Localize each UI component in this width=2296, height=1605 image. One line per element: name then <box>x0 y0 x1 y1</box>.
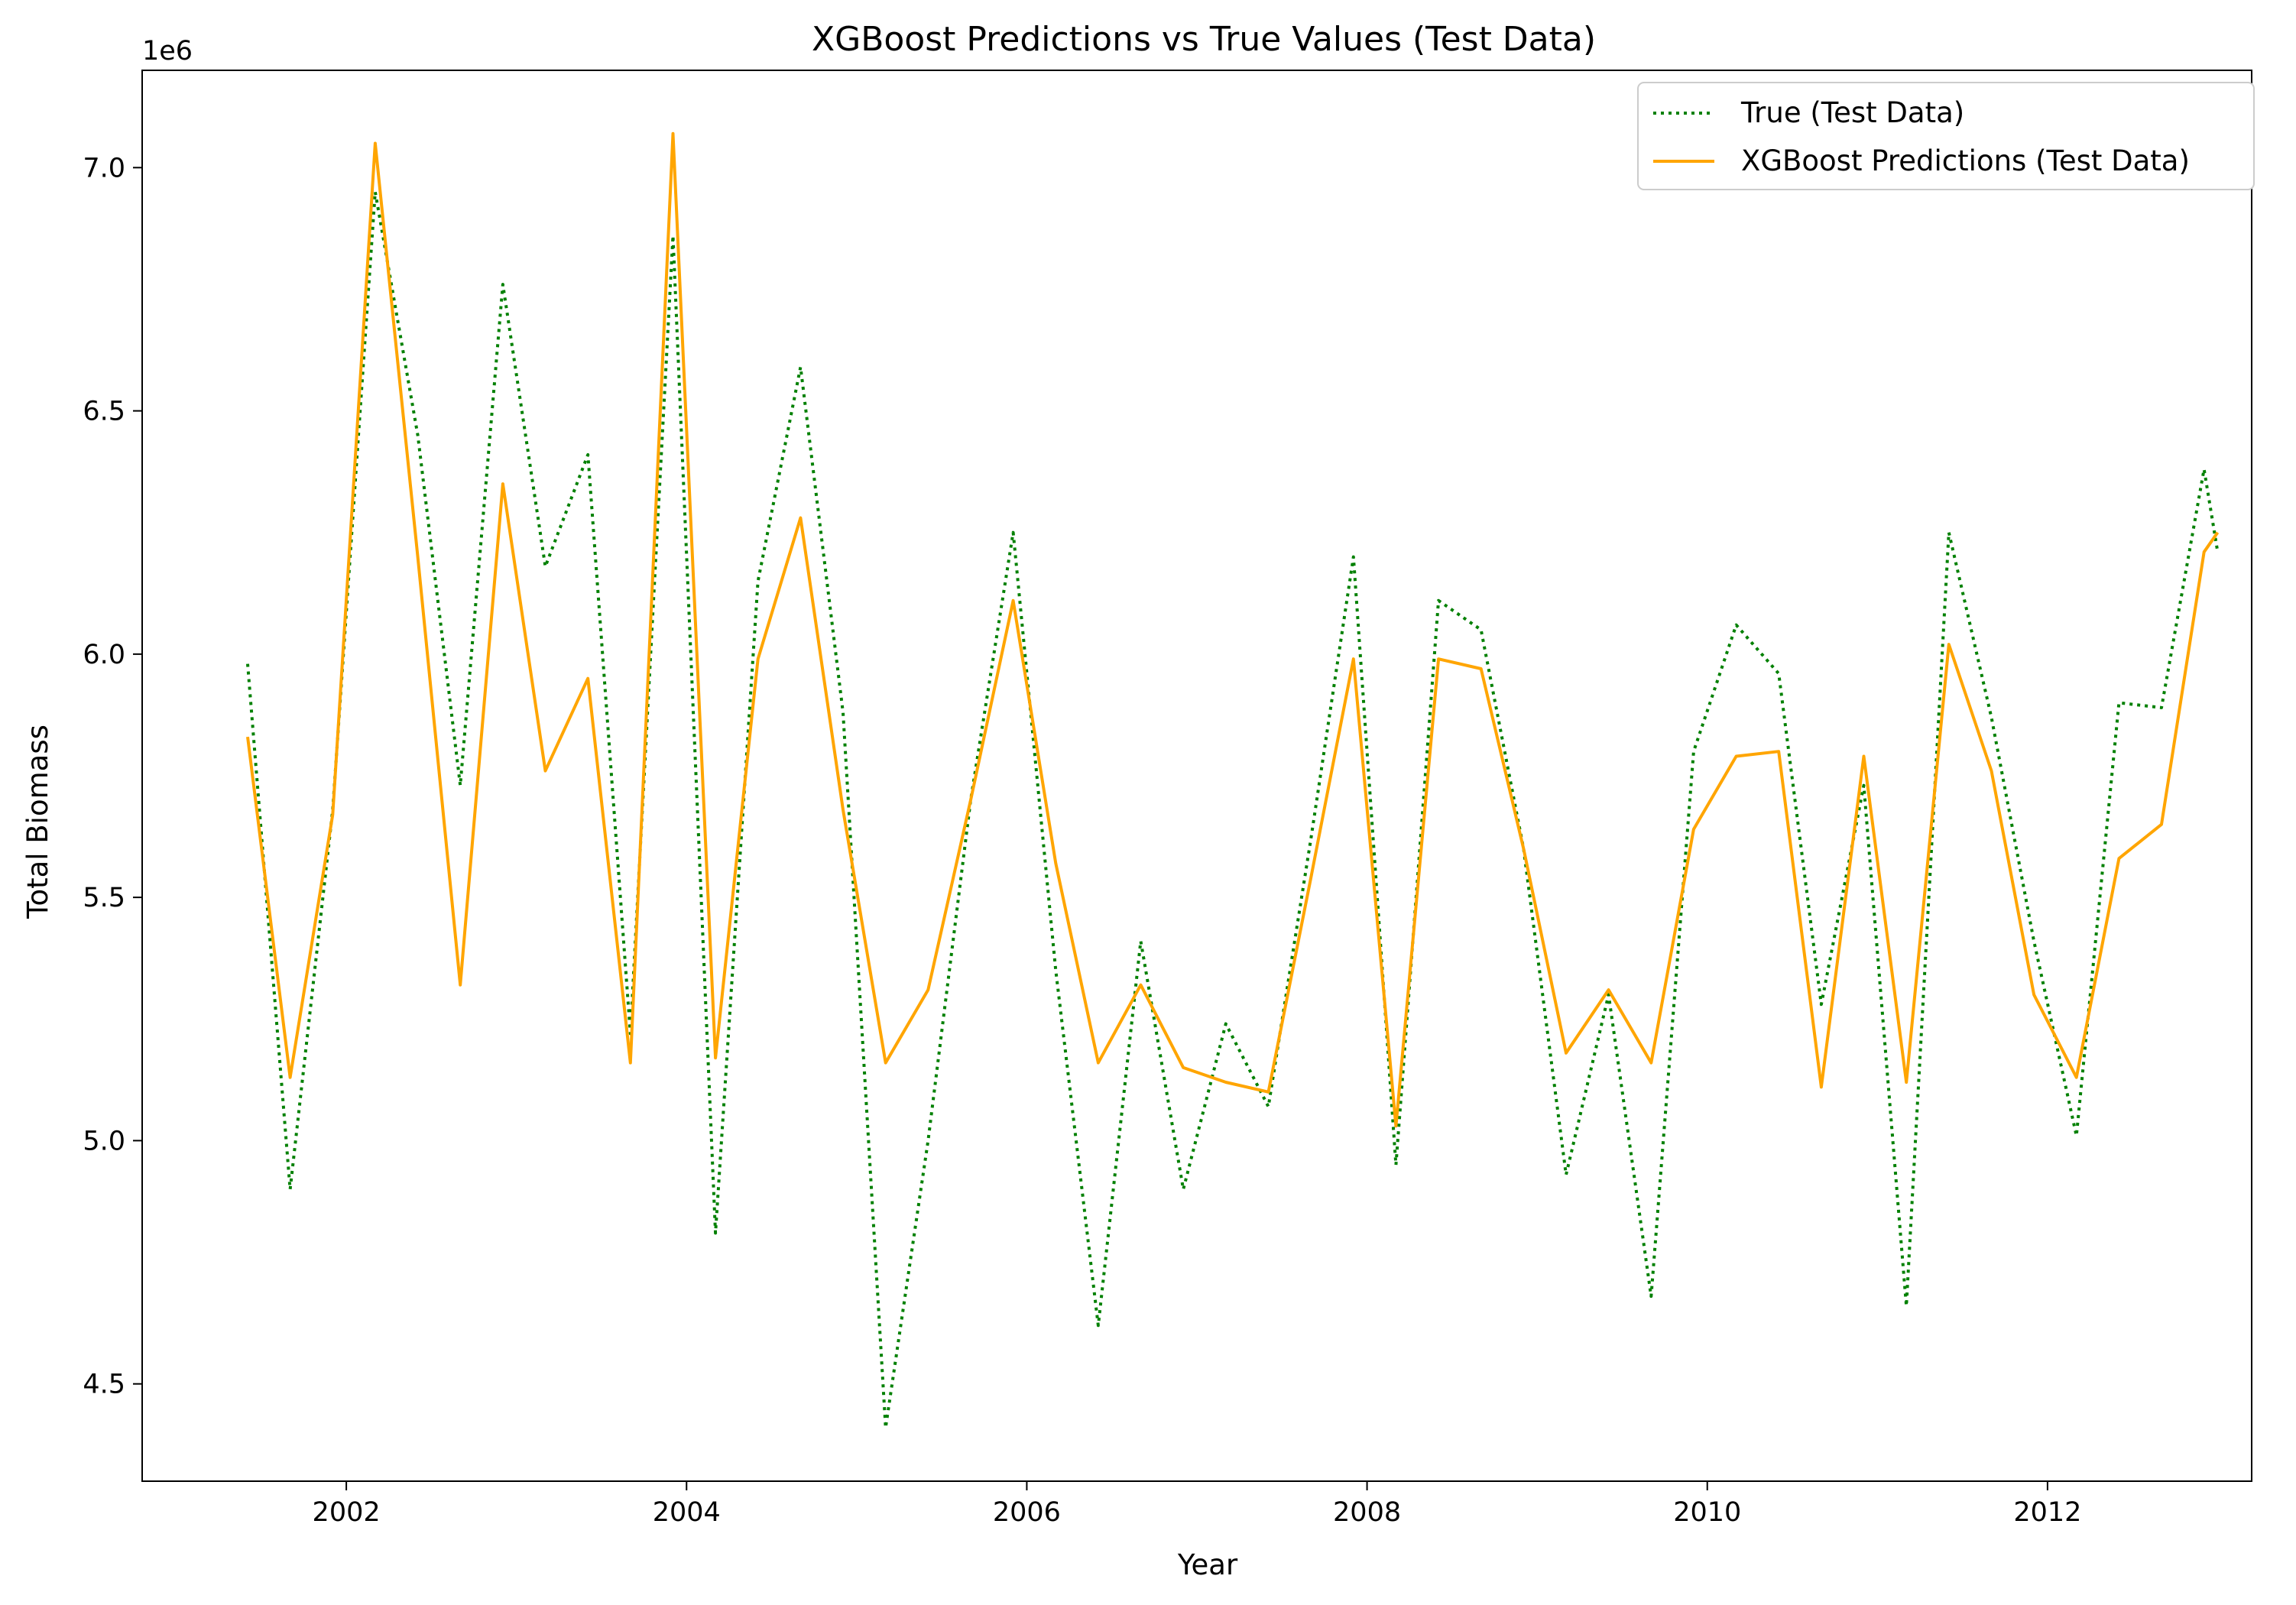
y-tick-label: 6.0 <box>83 640 125 670</box>
y-axis-label: Total Biomass <box>21 725 54 919</box>
series-line-predictions <box>246 131 2220 1128</box>
y-offset-label: 1e6 <box>142 36 193 66</box>
x-tick-label: 2002 <box>313 1497 381 1528</box>
y-axis: 4.5 5.0 5.5 6.0 6.5 7.0 <box>83 153 142 1400</box>
series-layer <box>246 131 2220 1429</box>
x-axis-label: Year <box>1177 1548 1238 1581</box>
legend-box <box>1637 82 2255 190</box>
y-tick-label: 6.5 <box>83 397 125 427</box>
series-line-true <box>246 190 2220 1429</box>
y-tick-label: 7.0 <box>83 153 125 183</box>
x-tick-label: 2010 <box>1673 1497 1741 1528</box>
x-tick-label: 2006 <box>993 1497 1061 1528</box>
legend: True (Test Data) XGBoost Predictions (Te… <box>1637 82 2255 190</box>
y-tick-label: 5.0 <box>83 1126 125 1156</box>
x-tick-label: 2008 <box>1333 1497 1401 1528</box>
x-axis: 2002 2004 2006 2008 2010 2012 <box>313 1481 2081 1528</box>
y-tick-label: 5.5 <box>83 883 125 913</box>
x-tick-label: 2004 <box>653 1497 721 1528</box>
plot-frame <box>141 70 2252 1482</box>
x-tick-label: 2012 <box>2013 1497 2081 1528</box>
legend-label-predictions: XGBoost Predictions (Test Data) <box>1741 144 2190 177</box>
plot-area <box>141 70 2252 1482</box>
chart-title: XGBoost Predictions vs True Values (Test… <box>812 20 1596 59</box>
legend-label-true: True (Test Data) <box>1740 96 1964 129</box>
y-tick-label: 4.5 <box>83 1370 125 1400</box>
